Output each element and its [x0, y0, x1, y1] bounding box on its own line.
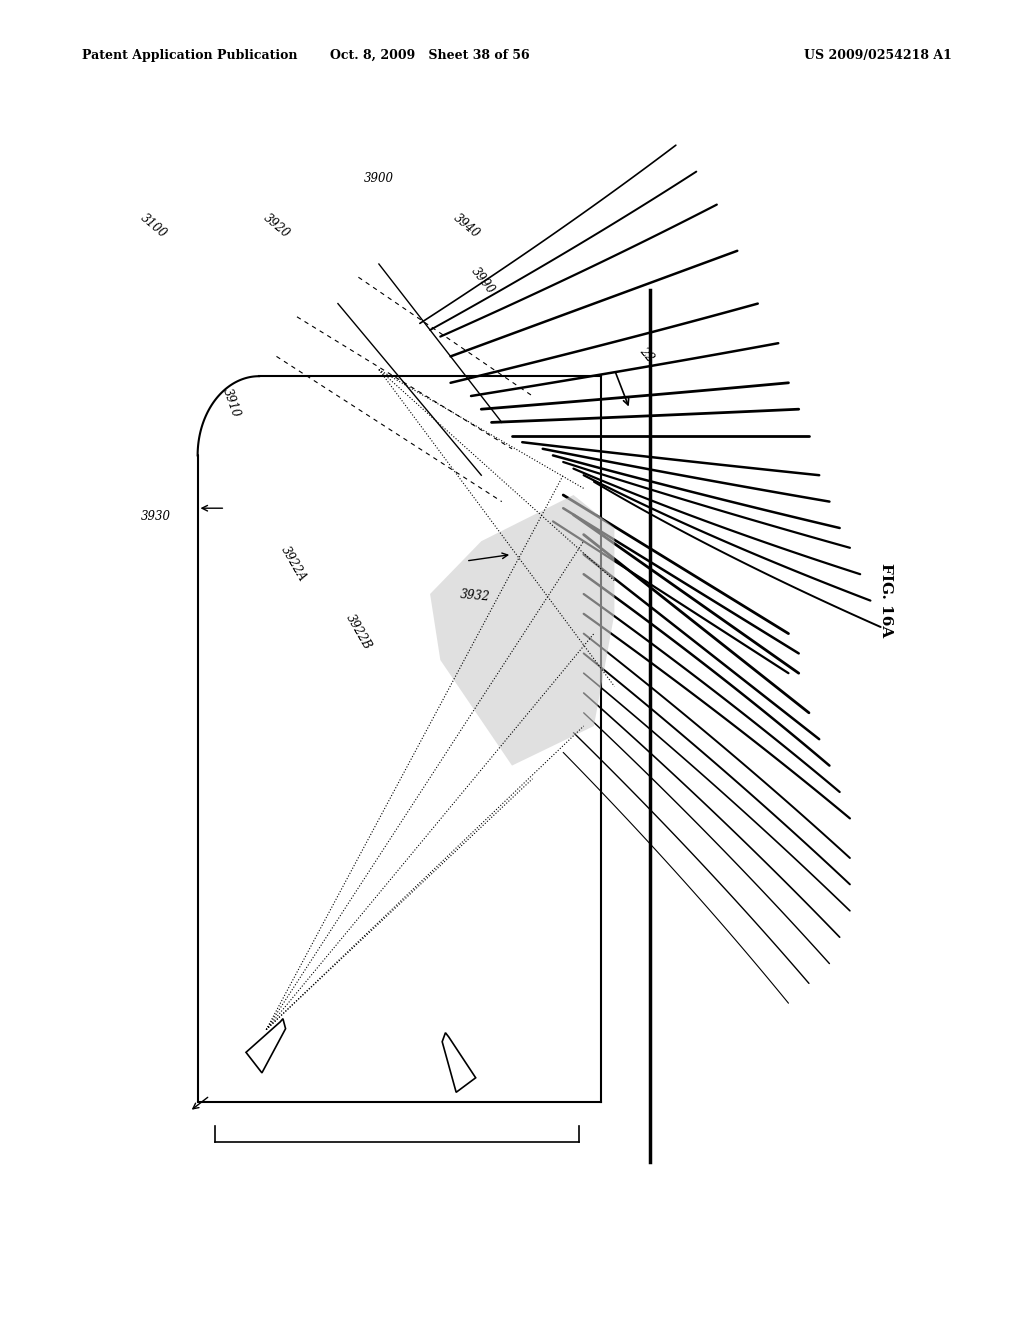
Text: 3900: 3900 [364, 172, 393, 185]
Text: 3940: 3940 [451, 211, 482, 240]
Text: 3990: 3990 [469, 264, 498, 296]
Text: 3100: 3100 [138, 211, 170, 240]
Polygon shape [430, 495, 614, 766]
Text: 3910: 3910 [220, 387, 243, 418]
Polygon shape [246, 1019, 286, 1073]
Text: Oct. 8, 2009   Sheet 38 of 56: Oct. 8, 2009 Sheet 38 of 56 [331, 49, 529, 62]
Polygon shape [442, 1032, 476, 1093]
Text: 3930: 3930 [141, 510, 171, 523]
Text: FIG. 16A: FIG. 16A [879, 564, 893, 638]
Text: Patent Application Publication: Patent Application Publication [82, 49, 297, 62]
Text: US 2009/0254218 A1: US 2009/0254218 A1 [805, 49, 952, 62]
Text: 3920: 3920 [261, 211, 293, 240]
Text: 3922A: 3922A [279, 544, 309, 583]
Text: 3932: 3932 [460, 587, 490, 603]
Text: 22: 22 [637, 345, 656, 364]
Text: 3922B: 3922B [343, 612, 374, 652]
